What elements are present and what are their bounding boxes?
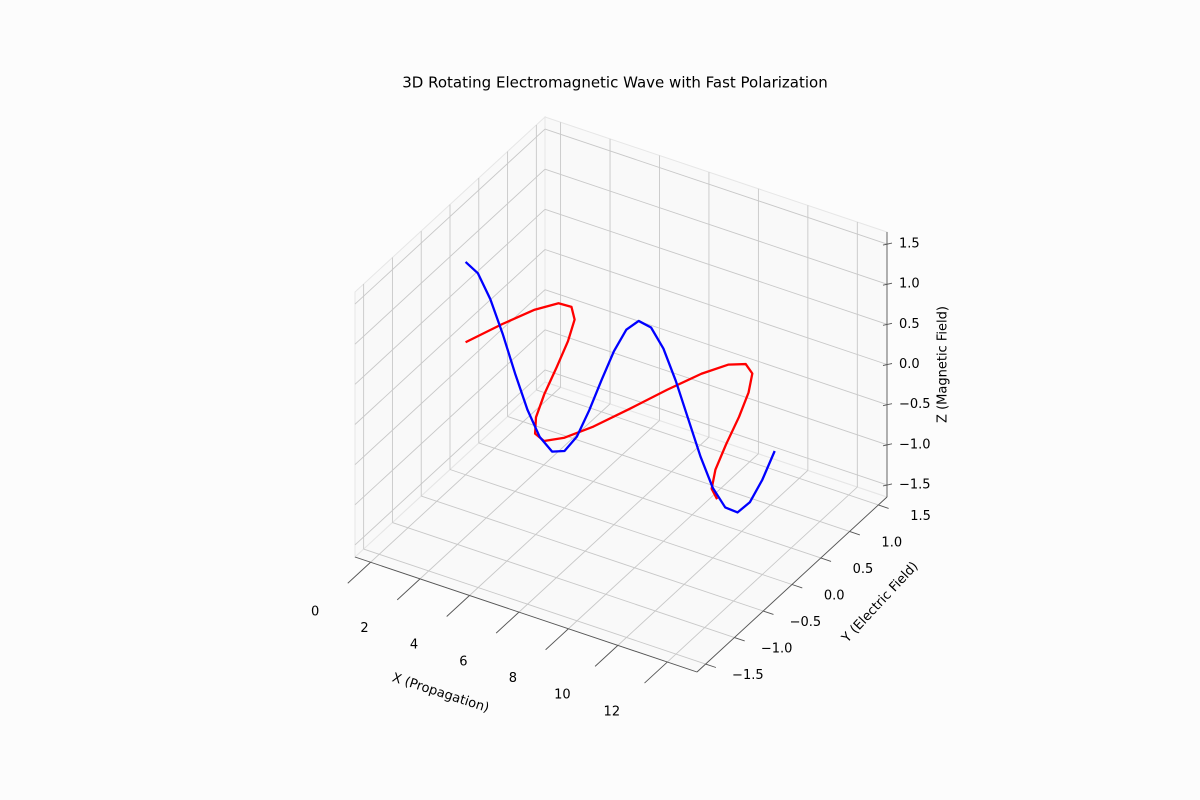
z-tick-label: −1.5: [899, 477, 931, 492]
tick-mark: [882, 282, 893, 286]
y-tick-label: 0.0: [824, 589, 845, 604]
grid-line: [507, 416, 850, 532]
y-axis-label: Y (Electric Field): [839, 559, 922, 646]
z-tick-label: 0.0: [899, 357, 920, 372]
grid-line: [354, 128, 546, 305]
grid-line: [421, 495, 764, 612]
grid-line: [544, 289, 888, 406]
z-tick-label: −0.5: [899, 397, 931, 412]
grid-line: [354, 249, 546, 425]
x-tick-label: 6: [459, 654, 467, 669]
tick-mark: [878, 504, 889, 509]
y-tick-label: −1.0: [761, 642, 793, 657]
tick-mark: [849, 531, 860, 536]
x-axis-label: X (Propagation): [390, 670, 491, 716]
x-tick-label: 10: [554, 688, 571, 703]
tick-mark: [791, 584, 803, 589]
tick-mark: [820, 557, 832, 562]
grid-line: [544, 128, 888, 245]
grid-line: [544, 369, 888, 486]
x-tick-label: 0: [311, 604, 319, 619]
tick-mark: [734, 637, 745, 642]
grid-line: [544, 329, 888, 446]
tick-mark: [882, 242, 893, 246]
grid-line: [449, 469, 793, 585]
tick-mark: [545, 628, 569, 651]
grid-line: [392, 522, 735, 638]
x-tick-label: 12: [604, 704, 621, 719]
grid-line: [354, 168, 546, 345]
grid-line: [354, 329, 546, 506]
x-tick-label: 2: [360, 621, 368, 636]
grid-line: [544, 208, 888, 325]
y-axis: [696, 496, 888, 673]
tick-mark: [644, 661, 668, 684]
grid-line: [354, 209, 546, 385]
y-tick-label: 1.0: [881, 535, 902, 550]
tick-mark: [446, 595, 470, 617]
tick-mark: [882, 363, 893, 366]
z-tick-label: 1.5: [899, 237, 920, 252]
grid-line: [536, 389, 879, 506]
tick-mark: [396, 578, 421, 601]
x-axis: [354, 556, 698, 673]
y-tick-label: −0.5: [790, 615, 822, 630]
tick-mark: [882, 483, 893, 487]
tick-mark: [495, 611, 520, 634]
tick-mark: [882, 443, 893, 447]
grid-line: [478, 442, 821, 559]
tick-mark: [882, 322, 893, 326]
x-tick-label: 8: [509, 671, 517, 686]
grid-line: [544, 168, 888, 285]
z-axis-label: Z (Magnetic Field): [936, 306, 951, 423]
y-tick-label: 1.5: [910, 509, 931, 524]
grid-line: [544, 249, 888, 365]
y-tick-label: −1.5: [732, 668, 764, 683]
z-tick-label: 0.5: [899, 317, 920, 332]
tick-mark: [347, 561, 371, 584]
tick-mark: [763, 610, 774, 615]
tick-mark: [705, 663, 717, 668]
y-tick-label: 0.5: [853, 562, 874, 577]
z-tick-label: −1.0: [899, 437, 931, 452]
grid-line: [363, 548, 706, 665]
tick-mark: [882, 403, 893, 407]
grid-line: [354, 369, 546, 546]
z-tick-label: 1.0: [899, 277, 920, 292]
x-tick-label: 4: [410, 638, 418, 653]
tick-mark: [594, 645, 619, 667]
wave-line: [464, 261, 776, 514]
chart-title: 3D Rotating Electromagnetic Wave with Fa…: [402, 74, 827, 92]
